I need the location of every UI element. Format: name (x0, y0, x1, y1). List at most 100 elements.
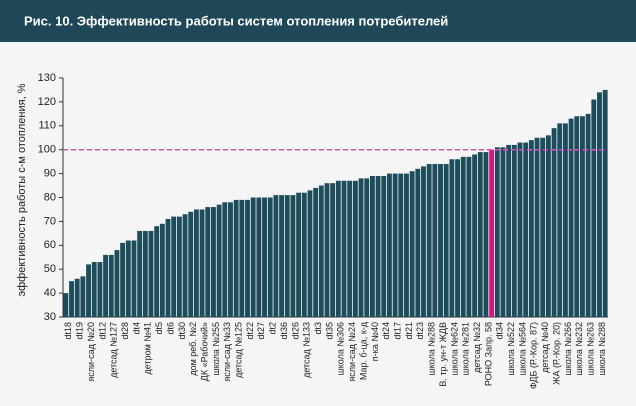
x-tick-label: школа №232 (574, 322, 584, 376)
bar (511, 144, 517, 317)
y-tick-label: 60 (44, 239, 56, 251)
bar (205, 207, 211, 317)
bar (80, 276, 86, 317)
bar (137, 230, 143, 317)
bar (262, 197, 267, 317)
x-tick-label: dt21 (404, 322, 414, 340)
bar (103, 254, 109, 317)
bar (284, 195, 290, 317)
bar (597, 92, 602, 317)
x-tick-label: детсад №127 (109, 322, 119, 378)
bar (318, 185, 324, 317)
bar (557, 123, 563, 317)
bar (296, 192, 302, 317)
bar (358, 178, 364, 317)
x-tick-label: РОНО Запр. 58 (483, 322, 493, 386)
x-tick-label: dt12 (97, 322, 107, 340)
bar (562, 123, 568, 317)
bar (69, 281, 74, 317)
y-tick-label: 120 (38, 96, 56, 108)
bar (176, 216, 182, 317)
y-tick-label: 40 (44, 287, 56, 299)
bar (602, 89, 608, 317)
x-tick-label: ясли-сад №20 (86, 322, 96, 382)
x-tick-label: детсад №40 (540, 322, 550, 373)
x-tick-label: дом реб. №2 (188, 322, 198, 376)
x-tick-label: dt36 (279, 322, 289, 340)
x-tick-label: школа №266 (563, 322, 573, 376)
bar (222, 202, 228, 317)
bar (142, 230, 148, 317)
y-tick-label: 80 (44, 191, 56, 203)
bar (256, 197, 262, 317)
bar (369, 175, 375, 317)
bar (301, 192, 307, 317)
bar (455, 159, 460, 317)
x-tick-label: dt35 (324, 322, 334, 340)
bar (245, 199, 250, 317)
y-tick-label: 30 (44, 311, 56, 323)
bar (398, 173, 404, 317)
bar (494, 147, 500, 317)
x-tick-label: ДК «Рабочий» (199, 322, 209, 381)
bar (528, 140, 534, 317)
x-tick-label: школа №306 (336, 322, 346, 376)
x-tick-label: ясли-сад №24 (347, 322, 357, 382)
y-tick-label: 90 (44, 168, 56, 180)
bar (97, 262, 103, 317)
bar (273, 195, 279, 317)
bar (330, 183, 336, 317)
bar (154, 226, 160, 317)
bar (506, 144, 512, 317)
x-tick-label: ФДБ (Р.-Кор. 87) (529, 322, 539, 389)
bar (540, 137, 546, 317)
x-tick-label: dt34 (495, 322, 505, 340)
bar (404, 173, 409, 317)
bar (568, 118, 574, 317)
bar (188, 211, 194, 317)
header-bar (0, 0, 636, 42)
bar (290, 195, 296, 317)
bar (63, 293, 69, 317)
bar (91, 262, 97, 317)
bar (131, 240, 137, 317)
bar (460, 156, 466, 317)
x-tick-label: Мар. б-ца, к-д (358, 321, 368, 380)
x-tick-label: школа №624 (449, 322, 459, 376)
bar (489, 149, 495, 317)
y-axis-label: эффективность работы с-м отопления, % (16, 83, 28, 296)
x-tick-label: школа №288 (427, 322, 437, 376)
x-tick-label: школа №522 (506, 322, 516, 376)
bar (364, 178, 370, 317)
bar (279, 195, 285, 317)
x-tick-label: dt19 (75, 322, 85, 340)
bar (171, 216, 177, 317)
x-tick-label: dt22 (245, 322, 255, 340)
bar (125, 240, 131, 317)
x-tick-label: школа №263 (586, 322, 596, 376)
bar (591, 99, 597, 317)
y-tick-label: 110 (38, 120, 56, 132)
x-tick-label: dt26 (290, 322, 300, 340)
x-tick-label: dt3 (313, 322, 323, 335)
x-tick-label: детсад №133 (302, 322, 312, 378)
bar (159, 223, 165, 317)
bar (392, 173, 398, 317)
x-tick-label: школа №288 (597, 322, 607, 376)
x-tick-label: dt30 (177, 322, 187, 340)
bar (472, 154, 478, 317)
x-tick-label: детром №41 (143, 322, 153, 374)
x-tick-label: школа №281 (461, 322, 471, 376)
bar (165, 219, 171, 317)
bar (443, 164, 449, 317)
bar (477, 152, 483, 317)
x-tick-label: dt24 (381, 322, 391, 340)
x-tick-label: dt28 (120, 322, 130, 340)
bar (466, 156, 472, 317)
bar (432, 164, 438, 317)
x-tick-label: dt18 (63, 322, 73, 340)
bar (421, 166, 426, 317)
bar (341, 180, 347, 317)
x-tick-label: ЖА (Р.-Кор. 20) (551, 322, 561, 385)
